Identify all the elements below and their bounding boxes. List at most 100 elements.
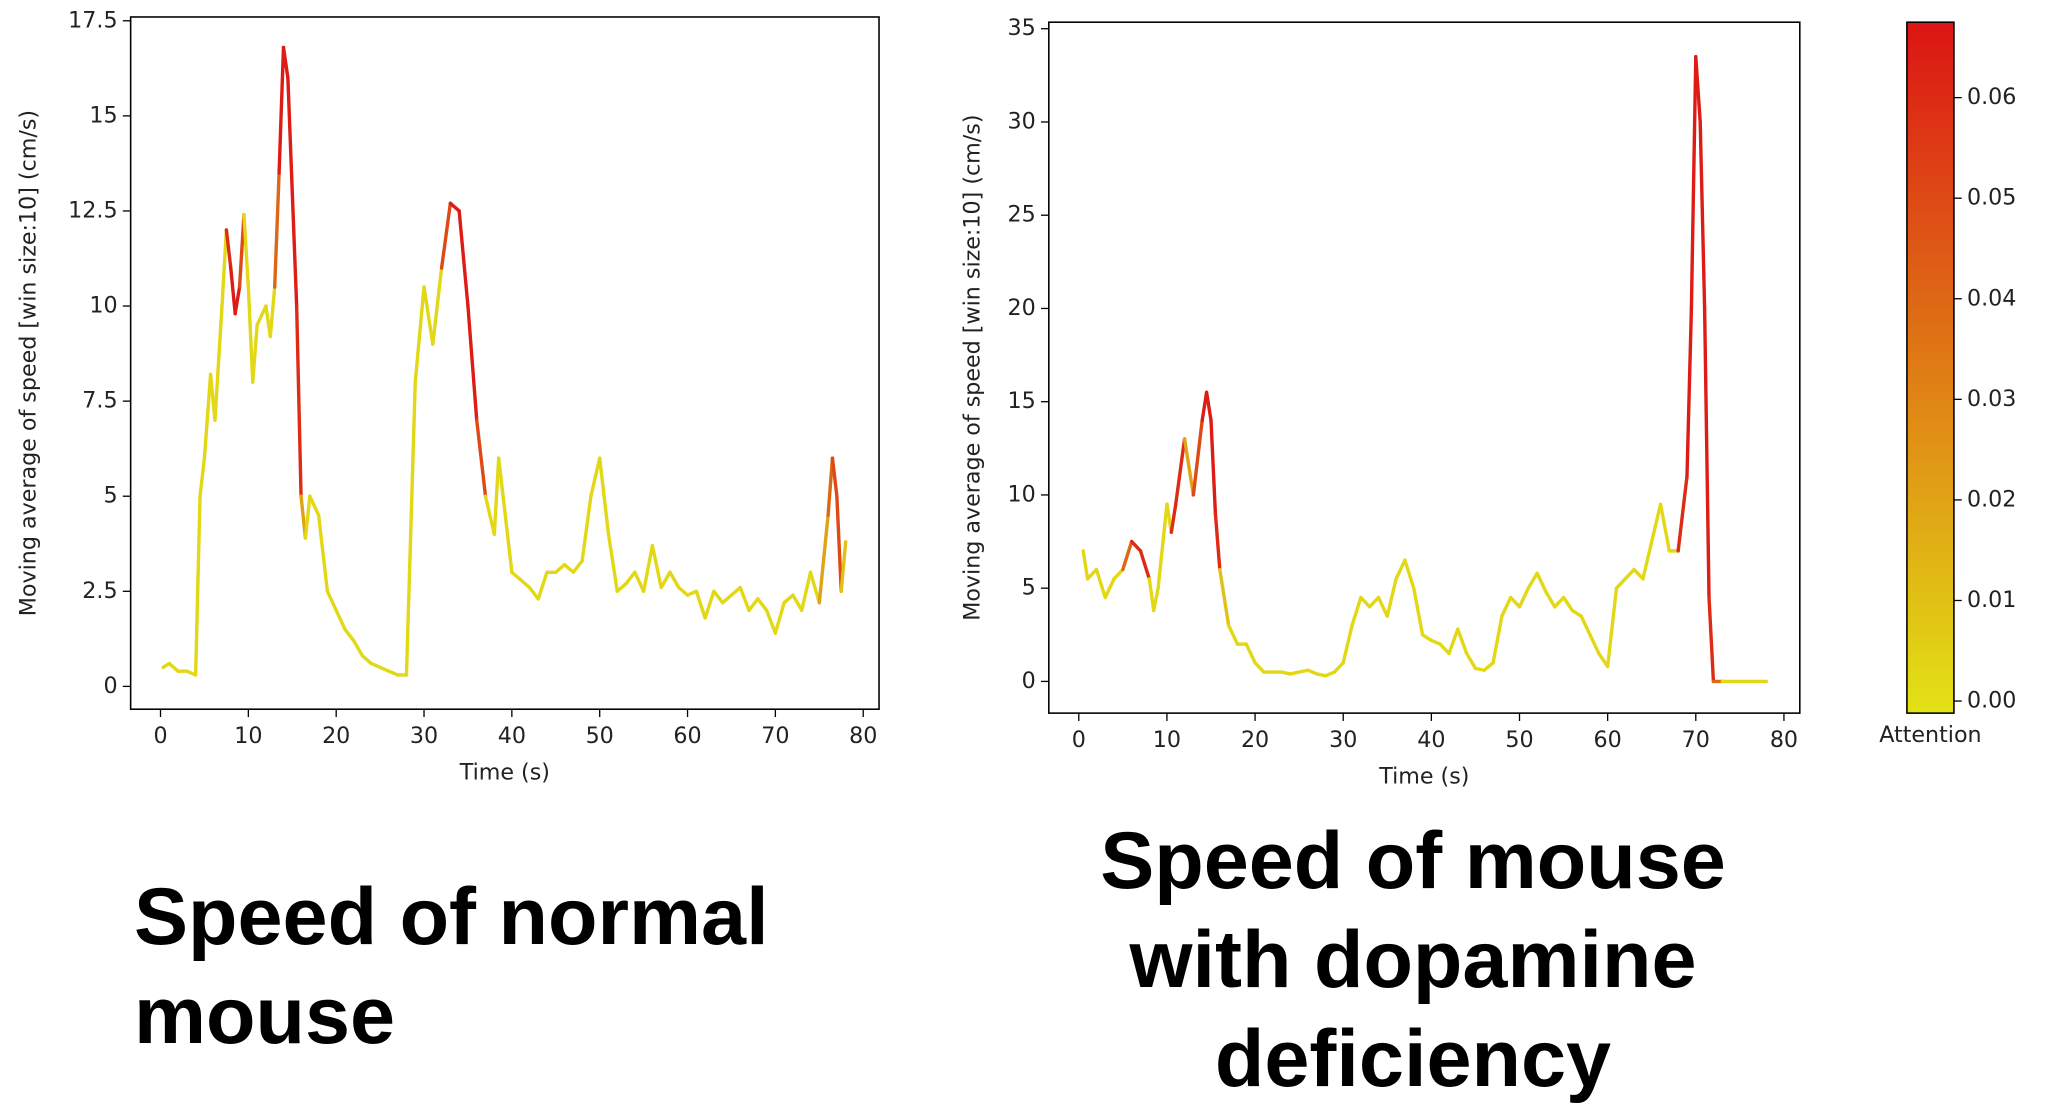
plot-frame	[129, 16, 880, 710]
line-segment	[448, 201, 461, 213]
line-segment	[738, 585, 751, 613]
y-tick-label: 0	[103, 673, 117, 699]
line-segment	[826, 456, 835, 517]
line-segment	[677, 585, 690, 597]
line-segment	[1447, 627, 1460, 656]
line-segment	[290, 190, 299, 308]
y-axis-label: Moving average of speed [win size:10] (c…	[15, 110, 41, 616]
colorbar-tick-label: 0.03	[1967, 386, 2016, 412]
line-segment	[1597, 651, 1610, 669]
line-segment	[527, 585, 540, 601]
line-segment	[1103, 577, 1116, 600]
line-segment	[496, 456, 505, 498]
line-segment	[1694, 55, 1702, 124]
line-segment	[1403, 558, 1416, 590]
line-segment	[624, 570, 637, 586]
line-segment	[1508, 595, 1522, 609]
line-segment	[281, 45, 290, 80]
line-segment	[213, 304, 224, 422]
line-segment	[1332, 661, 1345, 674]
line-segment	[1147, 577, 1156, 613]
line-segment	[422, 285, 435, 346]
line-segment	[229, 266, 237, 316]
line-segment	[536, 570, 549, 601]
line-segment	[1491, 614, 1504, 665]
line-segment	[1094, 567, 1107, 600]
line-segment	[554, 562, 567, 574]
line-segment	[483, 494, 496, 536]
y-tick-label: 0	[1022, 668, 1036, 694]
y-tick-label: 10	[89, 293, 117, 319]
line-segment	[1112, 567, 1125, 581]
line-segment	[277, 45, 286, 175]
y-tick-label: 30	[1008, 108, 1036, 134]
line-segment	[839, 540, 848, 593]
line-segment	[294, 304, 303, 498]
line-segment	[1482, 661, 1495, 672]
line-segment	[1632, 567, 1645, 581]
line-segment	[220, 228, 229, 308]
line-segment	[233, 285, 242, 316]
y-tick-label: 5	[1022, 575, 1036, 601]
line-segment	[1526, 571, 1539, 590]
line-segment	[1544, 590, 1557, 609]
line-segment	[1702, 306, 1711, 600]
line-segment	[1698, 120, 1707, 311]
line-segment	[255, 304, 268, 327]
line-segment	[1350, 595, 1363, 628]
line-segment	[571, 559, 584, 574]
line-segment	[492, 456, 501, 536]
line-segment	[773, 601, 786, 635]
x-tick-label: 50	[1505, 727, 1533, 753]
line-segment	[1129, 539, 1143, 553]
line-segment	[1464, 651, 1478, 671]
line-segment	[1623, 567, 1636, 581]
y-tick-label: 15	[1008, 388, 1036, 414]
chart-title: Speed of normal mouse	[134, 872, 769, 1061]
x-tick-label: 0	[153, 723, 167, 749]
line-segment	[198, 456, 207, 498]
colorbar-tick-label: 0.06	[1967, 84, 2016, 110]
line-segment	[1191, 418, 1204, 497]
line-segment	[1385, 577, 1398, 618]
line-segment	[1359, 595, 1372, 609]
line-segment	[1367, 595, 1381, 609]
line-segment	[1209, 418, 1218, 516]
line-segment	[251, 323, 259, 384]
line-segment	[1213, 511, 1222, 572]
x-tick-label: 0	[1072, 727, 1086, 753]
line-segment	[1156, 502, 1169, 590]
line-segment	[1376, 595, 1389, 618]
line-segment	[242, 213, 251, 289]
line-segment	[835, 494, 843, 593]
line-segment	[1152, 586, 1160, 613]
line-segment	[1253, 661, 1266, 674]
line-segment	[694, 589, 707, 620]
line-segment	[334, 608, 347, 632]
line-segment	[720, 593, 734, 605]
line-segment	[668, 570, 681, 590]
line-segment	[1553, 595, 1566, 609]
line-segment	[747, 597, 760, 613]
colorbar-label: Attention	[1879, 722, 1981, 748]
line-segment	[1394, 558, 1407, 581]
line-segment	[268, 285, 277, 339]
line-segment	[1570, 608, 1583, 618]
line-segment	[273, 171, 281, 289]
x-axis-label: Time (s)	[459, 760, 550, 786]
plot-frame	[1048, 21, 1801, 714]
line-segment	[712, 589, 725, 605]
line-segment	[756, 597, 769, 613]
line-segment	[808, 570, 821, 605]
line-segment	[1579, 614, 1592, 637]
line-segment	[580, 494, 593, 563]
line-segment	[1456, 627, 1469, 656]
y-tick-label: 2.5	[82, 578, 117, 604]
colorbar-tick-label: 0.01	[1967, 587, 2016, 613]
y-tick-label: 7.5	[82, 388, 117, 414]
line-segment	[830, 456, 839, 498]
line-segment	[817, 513, 830, 605]
x-tick-label: 40	[1417, 727, 1445, 753]
line-segment	[404, 380, 417, 677]
